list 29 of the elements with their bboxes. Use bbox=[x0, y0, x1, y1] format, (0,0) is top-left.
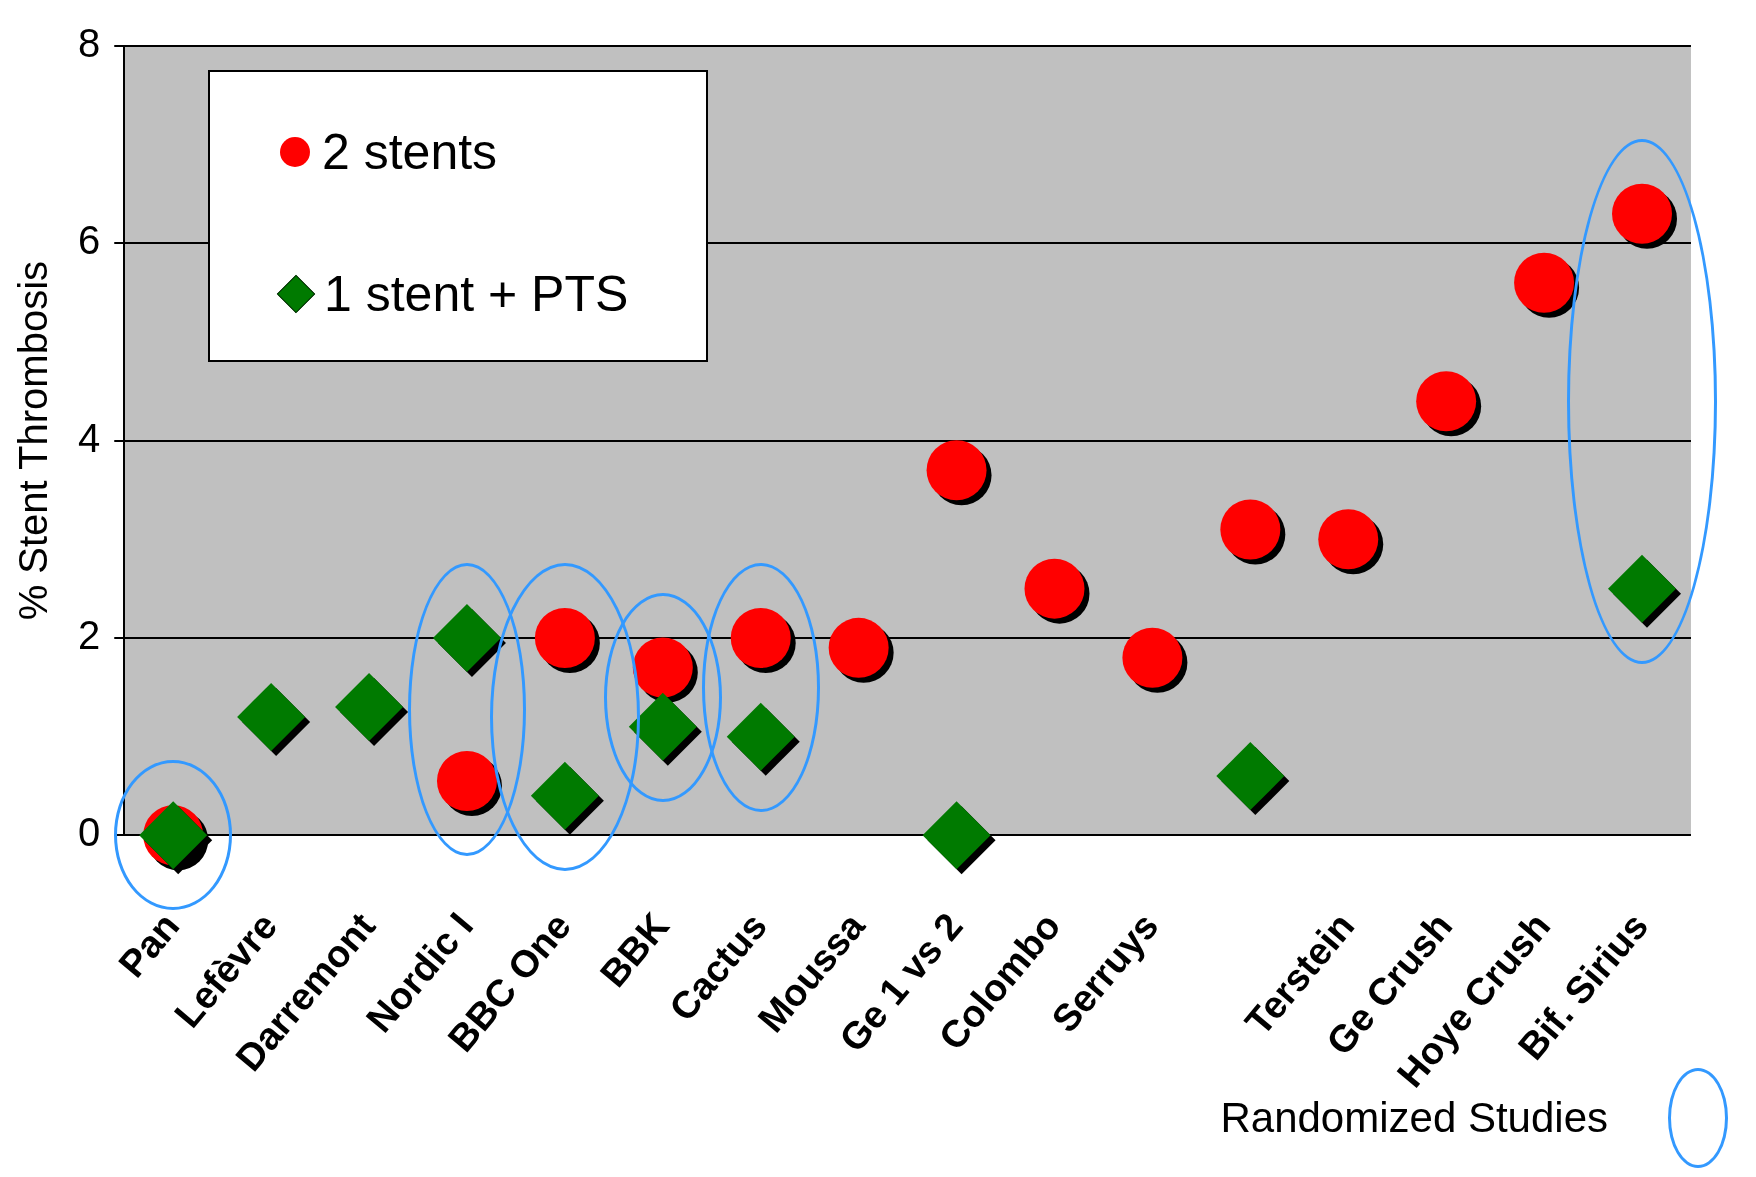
point bbox=[730, 607, 791, 668]
point bbox=[828, 617, 889, 678]
point bbox=[530, 761, 599, 830]
point bbox=[1220, 499, 1281, 560]
text: Randomized Studies bbox=[1220, 1094, 1608, 1142]
point bbox=[1122, 627, 1183, 688]
point bbox=[1024, 558, 1085, 619]
point bbox=[1514, 252, 1575, 313]
y-axis-title: % Stent Thrombosis bbox=[11, 260, 56, 621]
point bbox=[534, 607, 595, 668]
legend-label: 1 stent + PTS bbox=[324, 265, 629, 323]
point bbox=[237, 682, 306, 751]
point bbox=[432, 603, 501, 672]
point bbox=[1216, 742, 1285, 811]
y-tick-label: 8 bbox=[78, 21, 101, 66]
legend-label: 2 stents bbox=[322, 123, 498, 181]
point bbox=[335, 673, 404, 742]
y-tick-label: 2 bbox=[78, 613, 101, 658]
point bbox=[436, 751, 497, 812]
point bbox=[1318, 509, 1379, 570]
y-tick-label: 0 bbox=[78, 810, 101, 855]
point bbox=[726, 702, 795, 771]
point bbox=[922, 801, 991, 870]
point bbox=[1416, 371, 1477, 432]
point bbox=[1608, 554, 1677, 623]
point bbox=[926, 440, 987, 501]
y-tick-label: 4 bbox=[78, 415, 101, 460]
y-tick-label: 6 bbox=[78, 218, 101, 263]
point bbox=[1612, 183, 1673, 244]
